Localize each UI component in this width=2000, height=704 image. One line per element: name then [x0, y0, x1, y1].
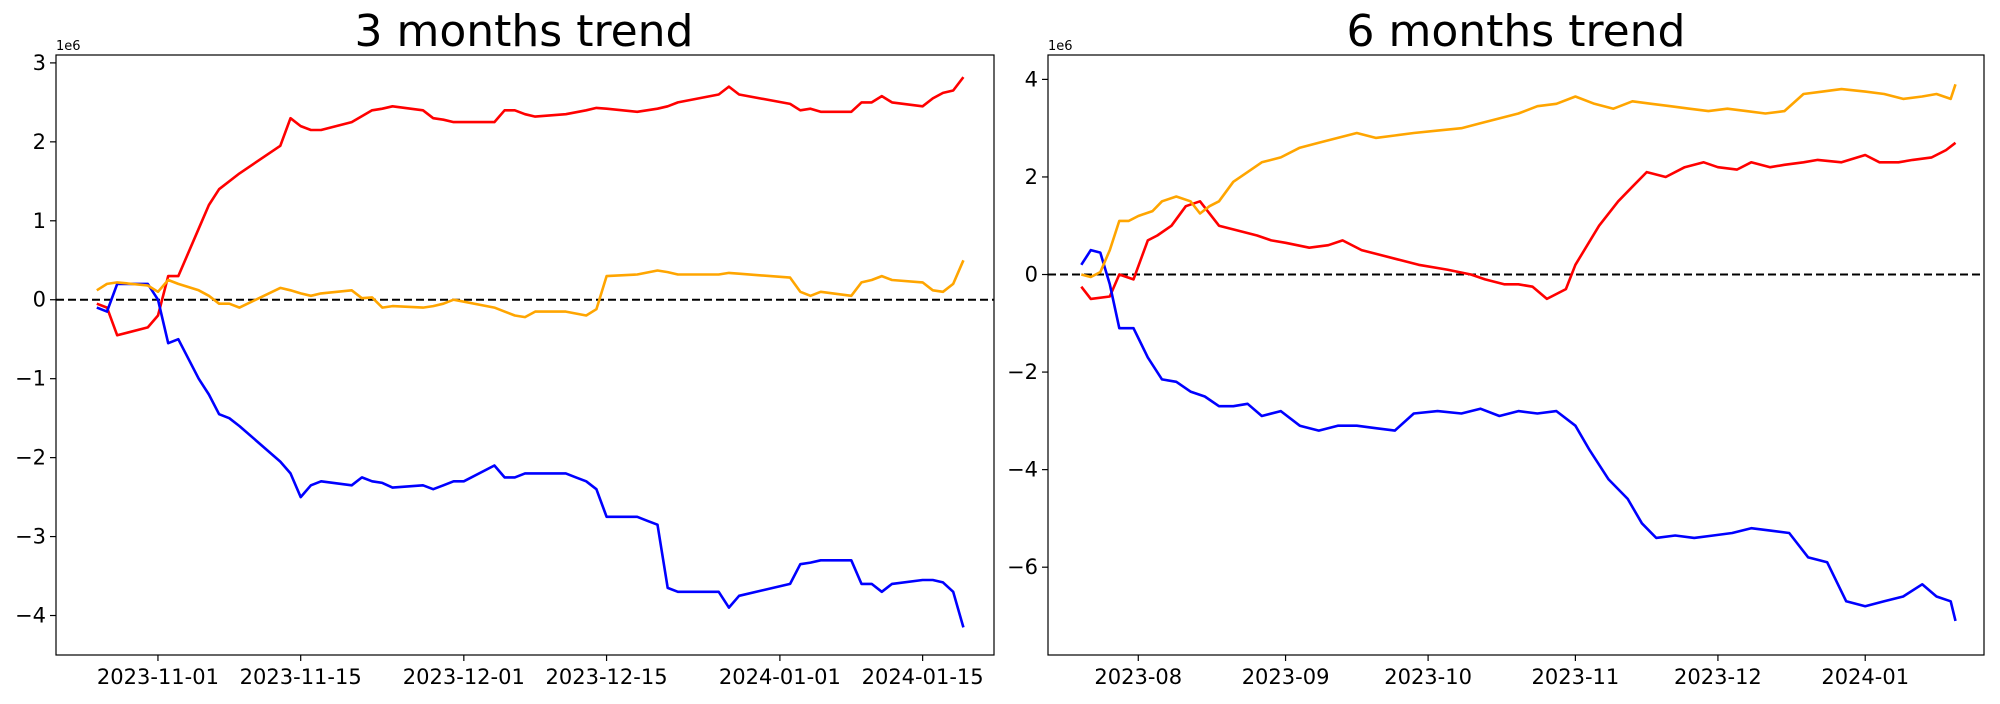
x-tick-label: 2023-11-01 [97, 665, 219, 689]
y-tick-label: −1 [15, 367, 46, 391]
y-tick-label: 0 [1025, 263, 1038, 287]
series-line-1 [1080, 141, 1957, 301]
y-tick-label: −4 [15, 604, 46, 628]
y-tick-label: −6 [1007, 555, 1038, 579]
x-tick-label: 2023-11-15 [240, 665, 362, 689]
x-tick-label: 2023-12 [1674, 665, 1762, 689]
x-tick-label: 2024-01-15 [862, 665, 984, 689]
x-tick-label: 2024-01-01 [719, 665, 841, 689]
y-tick-label: 3 [33, 51, 46, 75]
chart-title: 3 months trend [355, 6, 694, 57]
y-tick-label: −4 [1007, 458, 1038, 482]
axes-frame [55, 54, 995, 656]
x-tick-label: 2024-01 [1821, 665, 1909, 689]
plot-area: 4 2 0 −2 −4 −6 2023-08 2023-09 2023-10 2023-11 202… [1007, 54, 1985, 689]
x-tick-label: 2023-11 [1532, 665, 1620, 689]
axis-offset-label: 1e6 [1048, 39, 1073, 54]
y-tick-label: 0 [33, 288, 46, 312]
y-tick-label: 2 [33, 130, 46, 154]
x-tick-label: 2023-09 [1242, 665, 1330, 689]
x-tick-label: 2023-08 [1094, 665, 1182, 689]
series-line-1 [96, 76, 965, 337]
y-tick-label: 1 [33, 209, 46, 233]
axes-frame [1047, 54, 1985, 656]
series-line-2 [96, 282, 965, 628]
chart-panel-3-months: 3 months trend 1e6 3 2 1 0 −1 −2 −3 −4 2023-11-0… [15, 6, 995, 689]
axis-offset-label: 1e6 [56, 39, 81, 54]
series-line-3 [96, 259, 965, 319]
series-line-3 [1080, 83, 1957, 279]
y-tick-label: −3 [15, 525, 46, 549]
series-line-2 [1080, 248, 1957, 622]
plot-area: 3 2 1 0 −1 −2 −3 −4 2023-11-01 2023-11-15 2023-12-… [15, 51, 995, 689]
chart-panel-6-months: 6 months trend 1e6 4 2 0 −2 −4 −6 2023-08 2023-… [1007, 6, 1985, 689]
y-tick-label: −2 [15, 446, 46, 470]
x-tick-label: 2023-10 [1384, 665, 1472, 689]
y-tick-label: 4 [1025, 67, 1038, 91]
y-tick-label: 2 [1025, 165, 1038, 189]
x-tick-label: 2023-12-15 [546, 665, 668, 689]
y-tick-label: −2 [1007, 360, 1038, 384]
chart-title: 6 months trend [1347, 6, 1686, 57]
x-tick-label: 2023-12-01 [403, 665, 525, 689]
